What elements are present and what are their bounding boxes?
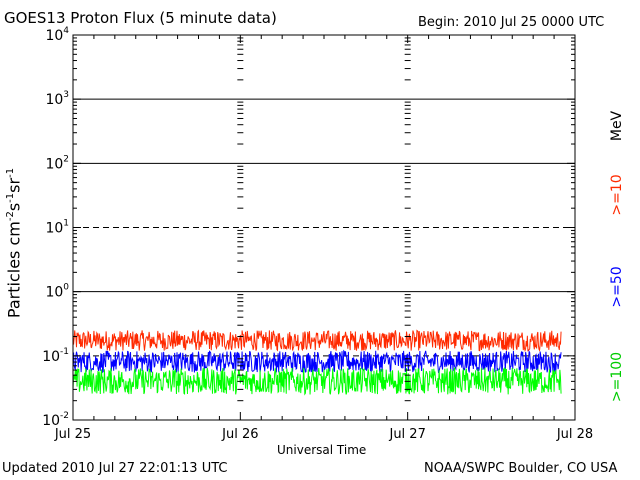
begin-time-label: Begin: 2010 Jul 25 0000 UTC (418, 15, 605, 30)
x-tick-label: Jul 27 (388, 427, 425, 442)
y-tick-label: 101 (45, 219, 69, 237)
y-tick-label: 10-1 (42, 347, 69, 365)
x-tick-label: Jul 25 (54, 427, 91, 442)
legend-ge100: >=100 (609, 351, 625, 403)
credit-label: NOAA/SWPC Boulder, CO USA (424, 461, 618, 476)
series-line-ge50 (72, 349, 562, 374)
y-tick-label: 100 (45, 283, 69, 301)
legend-unit-label: MeV (609, 110, 625, 142)
legend-ge10: >=10 (609, 174, 625, 216)
x-axis-label: Universal Time (277, 443, 367, 457)
y-tick-label: 10-2 (42, 411, 69, 429)
updated-timestamp: Updated 2010 Jul 27 22:01:13 UTC (2, 461, 228, 476)
y-tick-label: 103 (45, 90, 69, 108)
axis-tick-labels: 10-2 10-1 100 101 102 103 104 Jul 25 Jul 26 Jul 2… (42, 26, 593, 442)
legend-ge50: >=50 (609, 266, 625, 308)
y-tick-label: 104 (45, 26, 69, 44)
minor-ticks (73, 34, 575, 421)
x-tick-label: Jul 26 (221, 427, 258, 442)
data-series (72, 329, 562, 396)
grid-lines (73, 98, 575, 357)
y-axis-label: Particles cm-2s-1sr-1 (4, 167, 24, 319)
series-line-ge100 (72, 366, 562, 396)
chart-title: GOES13 Proton Flux (5 minute data) (4, 9, 277, 27)
y-tick-label: 102 (45, 154, 69, 172)
plot-frame (72, 34, 576, 421)
x-tick-label: Jul 28 (556, 427, 593, 442)
series-line-ge10 (72, 329, 562, 353)
